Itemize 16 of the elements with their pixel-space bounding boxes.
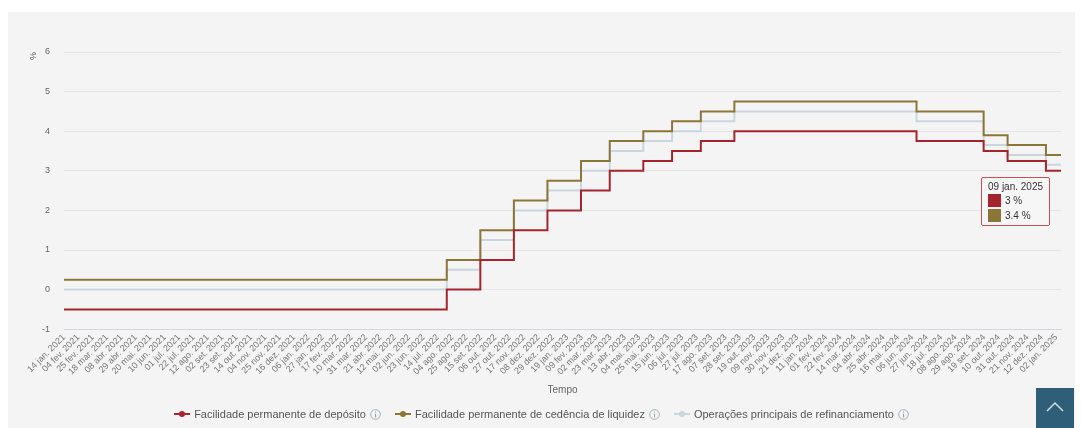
y-tick-label: 0: [44, 284, 50, 295]
annotation: 3 %: [1005, 194, 1023, 206]
legend-label: Facilidade permanente de depósito: [194, 408, 366, 420]
x-axis-title: Tempo: [547, 383, 578, 395]
y-tick-label: -1: [41, 323, 50, 334]
annotation: 3.4 %: [1005, 209, 1031, 221]
y-tick-label: 6: [44, 46, 50, 57]
annotation: 09 jan. 2025: [988, 180, 1044, 192]
y-tick-label: 4: [44, 125, 50, 136]
y-tick-label: 2: [44, 204, 50, 215]
y-axis-title: %: [28, 51, 39, 61]
legend-label: Operações principais de refinanciamento: [693, 408, 894, 420]
y-tick-label: 3: [44, 165, 50, 176]
y-tick-label: 5: [44, 86, 50, 97]
y-tick-label: 1: [44, 244, 50, 255]
legend-label: Facilidade permanente de cedência de liquidez: [414, 408, 645, 420]
